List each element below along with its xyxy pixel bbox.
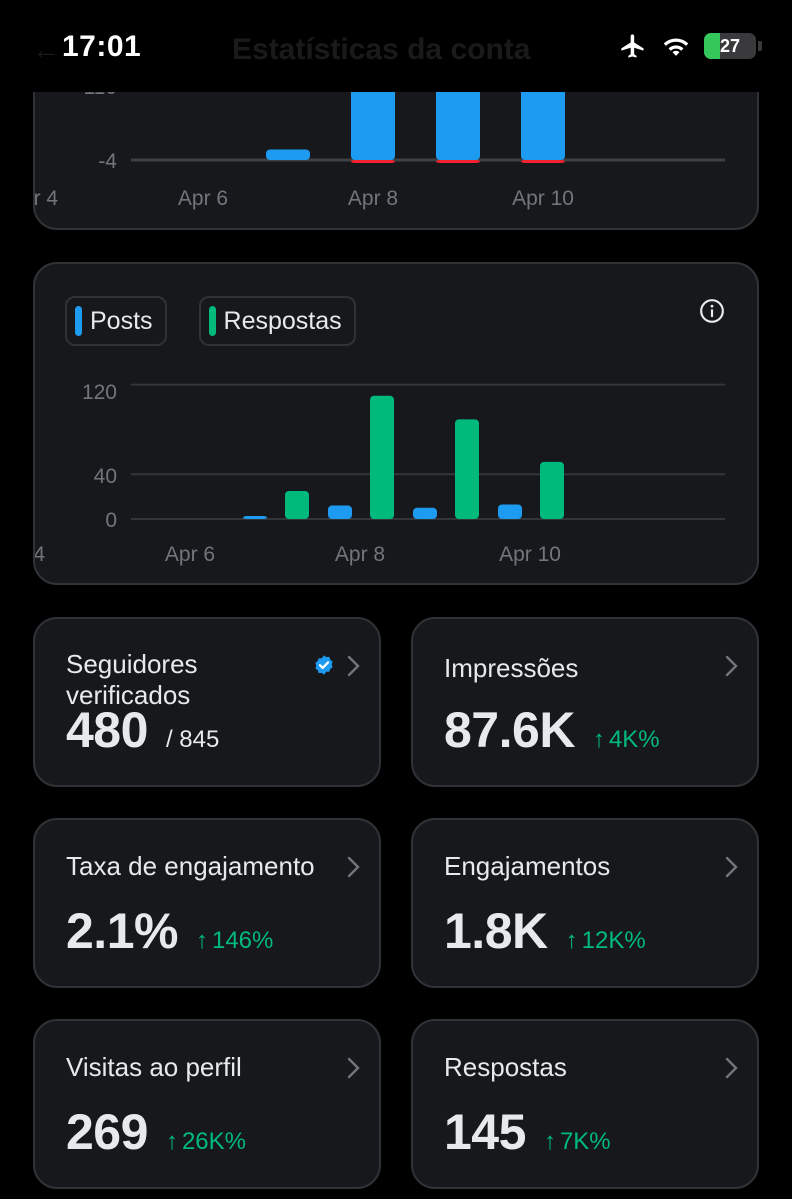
stat-delta-value: 4K% [608,726,660,753]
stat-title: Impressões [444,653,579,683]
stat-value: 87.6K [444,702,575,758]
stat-value: 269 [66,1104,148,1160]
arrow-up-icon: ↑ [543,1128,556,1155]
x-tick-label: Apr 10 [512,187,574,210]
stat-card-replies[interactable]: Respostas 145 ↑ 7K% [411,1019,759,1189]
respostas-swatch [208,306,216,336]
bar-posts [328,505,352,519]
battery-level: 27 [719,35,741,56]
chevron-right-icon [347,856,360,878]
bar-posts [413,507,437,519]
y-tick-label: 40 [94,465,117,488]
airplane-icon [621,34,644,58]
y-tick-label: 0 [105,509,117,532]
stat-value: 1.8K [444,903,548,959]
status-time: 17:01 [62,30,142,63]
info-icon[interactable] [699,298,725,324]
x-tick-label: Apr 6 [178,187,228,210]
header-title-obscured: Estatísticas da conta [232,33,531,66]
back-arrow-icon[interactable]: ← [32,34,60,65]
chevron-right-icon [725,655,738,677]
stat-delta: ↑ 7K% [544,1128,611,1156]
stat-delta-value: 7K% [559,1128,611,1155]
y-tick-label: 120 [82,381,117,404]
bar-respostas [455,419,479,519]
wifi-icon [663,38,689,56]
bar-series0 [266,149,310,160]
legend-posts-label: Posts [90,306,153,335]
x-tick-label: Apr 4 [35,187,58,210]
posts-swatch [75,306,82,336]
bar-series1 [436,160,480,163]
arrow-up-icon: ↑ [165,1128,178,1155]
battery-icon: 27 [704,33,756,59]
bar-series1 [351,160,395,163]
stat-card-engagements[interactable]: Engajamentos 1.8K ↑ 12K% [411,818,759,988]
bar-respostas [540,461,564,519]
arrow-up-icon: ↑ [565,927,578,954]
x-tick-label: Apr 8 [348,187,398,210]
y-tick-label: -4 [98,150,117,173]
chevron-right-icon [725,1057,738,1079]
bar-series1 [521,160,565,163]
stat-delta-value: 146% [211,927,274,954]
stat-card-impressions[interactable]: Impressões 87.6K ↑ 4K% [411,617,759,787]
stat-card-profile-visits[interactable]: Visitas ao perfil 269 ↑ 26K% [33,1019,381,1189]
bar-respostas [370,395,394,519]
chart-legend: Posts Respostas [65,296,356,346]
legend-posts-toggle[interactable]: Posts [65,296,167,346]
bar-posts [243,516,267,519]
x-tick-label: Apr 8 [335,543,385,566]
stat-delta: ↑ 4K% [593,726,660,754]
stat-title: Seguidores verificados [66,649,198,710]
arrow-up-icon: ↑ [592,726,605,753]
stat-total: / 845 [165,726,220,753]
stat-card-verified-followers[interactable]: Seguidores verificados 480 / 845 [33,617,381,787]
stat-title: Visitas ao perfil [66,1052,242,1082]
stat-delta: ↑ 146% [196,927,273,955]
stat-card-engagement-rate[interactable]: Taxa de engajamento 2.1% ↑ 146% [33,818,381,988]
verified-badge-icon [315,655,333,675]
x-tick-label: Apr 6 [165,543,215,566]
stat-title: Taxa de engajamento [66,851,315,881]
chevron-right-icon [725,856,738,878]
stat-delta-value: 26K% [181,1128,246,1155]
stat-value: 2.1% [66,903,178,959]
status-bar: ← Estatísticas da conta 17:01 27 [0,0,792,92]
x-tick-label: Apr 4 [35,543,45,566]
legend-respostas-label: Respostas [223,306,342,335]
stat-value: 145 [444,1104,526,1160]
legend-respostas-toggle[interactable]: Respostas [198,296,356,346]
posts-replies-chart-card: Posts Respostas 120 40 0 Apr 4 Apr 6 Apr 8 Apr… [33,262,759,585]
stat-title: Respostas [444,1052,567,1082]
chevron-right-icon [347,1057,360,1079]
stat-value: 480 [66,702,148,758]
bar-posts [498,504,522,519]
chevron-right-icon [347,655,360,677]
stat-delta: ↑ 12K% [566,927,646,955]
stat-delta: ↑ 26K% [166,1128,246,1156]
x-tick-label: Apr 10 [499,543,561,566]
bar-respostas [285,491,309,519]
stat-delta-value: 12K% [581,927,646,954]
arrow-up-icon: ↑ [195,927,208,954]
stat-title: Engajamentos [444,851,611,881]
posts-replies-chart: 120 40 0 Apr 4 Apr 6 Apr 8 Apr 10 [35,381,725,566]
